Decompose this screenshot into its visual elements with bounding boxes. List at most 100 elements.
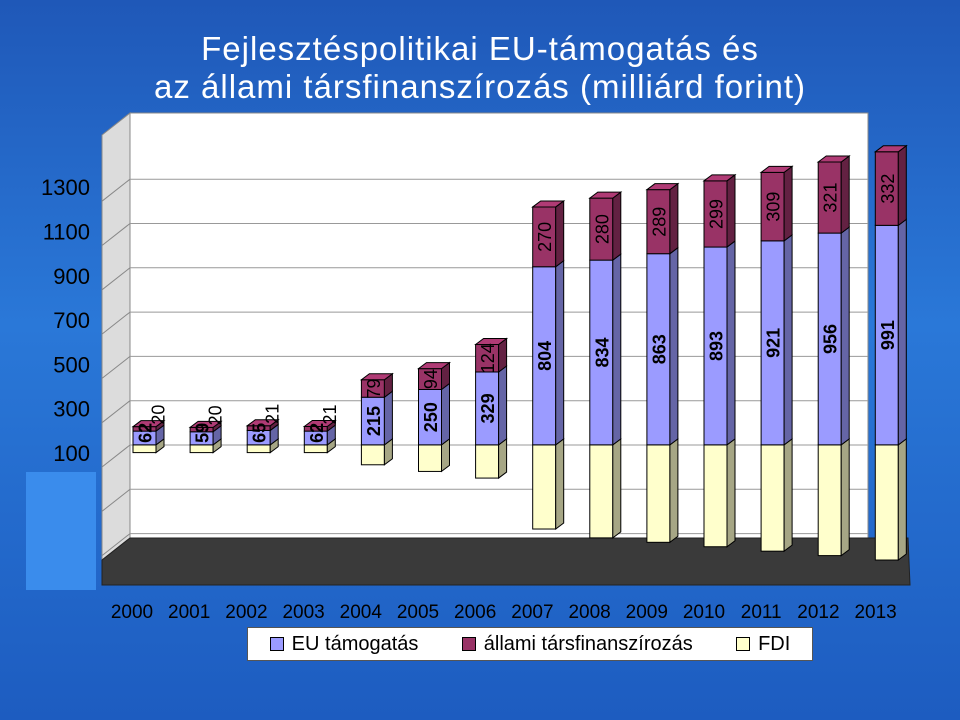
bar-top-cap	[588, 191, 623, 199]
bar-group-2006: 329 124	[474, 337, 509, 480]
y-tick-label: 700	[53, 308, 90, 333]
x-tick-label: 2010	[683, 602, 725, 623]
gridline-side	[101, 533, 131, 556]
y-axis-ticks: 100 300 500 700 900 1100 1300	[41, 175, 90, 466]
bar-eu	[874, 218, 907, 446]
legend-label-fdi: FDI	[758, 632, 791, 655]
bar-eu	[475, 364, 508, 446]
x-tick-label: 2007	[511, 602, 553, 623]
data-label-eu: 804	[535, 341, 555, 371]
bar-top-cap	[302, 419, 337, 427]
x-tick-label: 2000	[111, 602, 153, 623]
bar-fdi	[418, 437, 450, 473]
data-label-eu: 65	[250, 423, 270, 443]
bar-group-2005: 250 94	[417, 361, 451, 473]
chart-title-line-2: az állami társfinanszírozás (milliárd fo…	[153, 68, 806, 105]
data-label-eu: 893	[707, 331, 727, 361]
bar-fdi	[874, 437, 907, 562]
y-tick-label: 300	[53, 397, 90, 422]
x-tick-label: 2012	[797, 602, 839, 623]
y-tick-label: 1100	[43, 220, 90, 245]
data-label-allami: 20	[149, 405, 169, 425]
data-label-eu: 834	[592, 337, 612, 367]
bar-allami	[360, 372, 393, 399]
legend-swatch-allami	[461, 637, 476, 651]
data-label-allami: 79	[364, 378, 384, 398]
data-label-eu: 921	[764, 328, 784, 358]
bar-top-cap	[702, 174, 737, 182]
gridline-side	[101, 223, 131, 246]
x-tick-label: 2011	[741, 602, 782, 623]
bar-fdi	[246, 437, 279, 454]
legend-item-eu: EU támogatás	[269, 632, 419, 656]
bar-fdi	[589, 437, 622, 539]
bar-group-2008: 834 280	[588, 191, 623, 539]
bar-allami	[132, 419, 165, 433]
y-tick-label: 100	[53, 441, 90, 466]
bar-group-2013: 991 332	[873, 144, 908, 562]
y-tick-label: 1300	[41, 175, 90, 200]
bar-fdi	[475, 437, 508, 480]
gridline-side	[101, 311, 131, 335]
data-label-allami: 124	[478, 343, 498, 373]
bar-top-cap	[359, 373, 394, 381]
legend-item-allami: állami társfinanszírozás	[461, 632, 693, 656]
x-tick-label: 2009	[626, 602, 668, 623]
data-label-allami: 21	[263, 404, 283, 424]
data-label-allami: 94	[421, 369, 441, 389]
x-tick-label: 2005	[397, 602, 439, 623]
y-tick-label: 900	[53, 264, 90, 289]
data-label-eu: 62	[136, 423, 156, 443]
x-tick-label: 2006	[454, 602, 496, 623]
data-label-allami: 332	[878, 174, 898, 204]
data-label-eu: 329	[478, 393, 498, 423]
data-label-eu: 956	[821, 324, 841, 354]
gridline-side	[101, 178, 131, 202]
bar-top-cap	[873, 145, 908, 153]
data-label-allami: 289	[649, 207, 669, 237]
bar-top-cap	[188, 420, 223, 428]
data-label-eu: 215	[364, 406, 384, 436]
bar-top-cap	[131, 420, 166, 428]
gridline-side	[101, 267, 131, 291]
x-tick-label: 2001	[168, 602, 210, 623]
legend-label-allami: állami társfinanszírozás	[483, 632, 693, 655]
gridline-side	[101, 356, 131, 379]
bar-allami	[760, 165, 793, 242]
bar-top-cap	[245, 419, 280, 427]
legend-swatch-eu	[269, 637, 284, 651]
bar-fdi	[646, 437, 679, 544]
chart-title: Fejlesztéspolitikai EU-támogatás és az á…	[0, 30, 960, 106]
bar-fdi	[532, 437, 565, 531]
gridline-side	[101, 488, 131, 512]
data-label-eu: 62	[307, 423, 327, 443]
bar-allami	[532, 199, 565, 268]
bar-top-cap	[417, 362, 451, 370]
x-axis-ticks: 2000 2001 2002 2003 2004 2005 2006 2007 2008 2009…	[111, 602, 897, 623]
y-tick-label: 500	[53, 352, 90, 377]
legend-swatch-fdi	[736, 637, 751, 651]
bar-fdi	[703, 437, 736, 548]
data-label-eu: 863	[649, 334, 669, 364]
bar-eu	[703, 240, 736, 446]
legend-label-eu: EU támogatás	[291, 632, 419, 655]
chart-title-line-1: Fejlesztéspolitikai EU-támogatás és	[201, 30, 759, 67]
x-tick-label: 2008	[568, 602, 610, 623]
data-label-allami: 299	[707, 199, 727, 229]
bar-eu	[760, 233, 793, 446]
data-label-allami: 280	[592, 214, 612, 244]
legend: EU támogatás állami társfinanszírozás FD…	[247, 627, 813, 661]
bar-group-2010: 893 299	[702, 173, 737, 548]
x-tick-label: 2003	[282, 602, 324, 623]
bar-top-cap	[531, 200, 566, 208]
data-label-allami: 321	[821, 183, 841, 213]
data-label-eu: 250	[421, 402, 441, 432]
background-decoration	[26, 472, 96, 590]
bar-allami	[817, 154, 850, 235]
x-tick-label: 2004	[340, 602, 383, 623]
